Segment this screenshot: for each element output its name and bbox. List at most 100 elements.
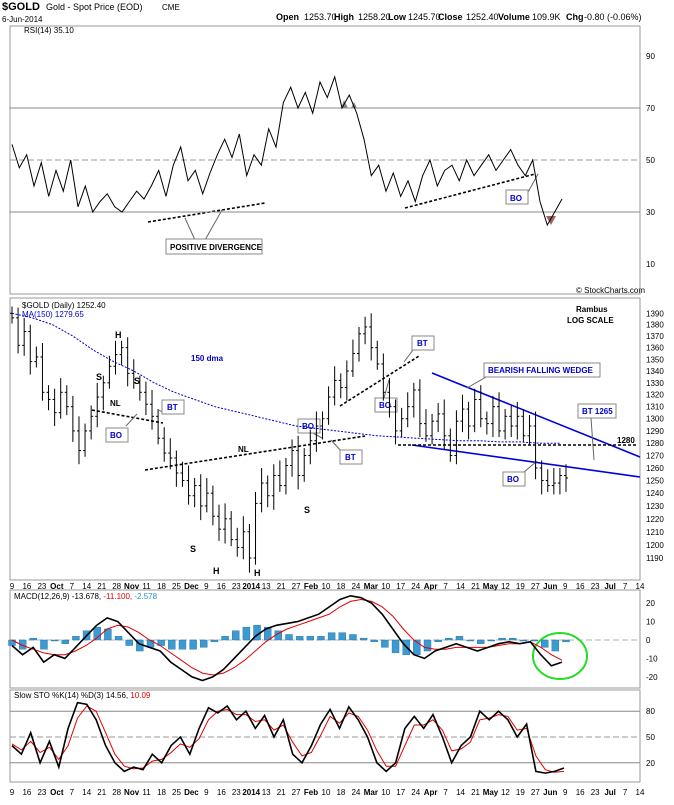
x-tick-label: 7 [70, 788, 75, 797]
divergence-label: POSITIVE DIVERGENCE [170, 243, 263, 252]
log-scale-label: LOG SCALE [567, 316, 614, 325]
price-tick-1230: 1230 [646, 502, 664, 511]
macd-histogram-bar [434, 639, 442, 643]
macd-histogram-bar [168, 639, 176, 650]
ohlc-high: 1258.20 [358, 12, 391, 22]
x-tick-label: 28 [112, 788, 121, 797]
macd-histogram-bar [551, 639, 560, 652]
rsi-bo-label: BO [510, 194, 522, 203]
price-tick-1370: 1370 [646, 332, 664, 341]
x-tick-label: 24 [351, 788, 360, 797]
ohlc-close: 1252.40 [466, 12, 499, 22]
callout-bo-3: BO [374, 379, 398, 413]
ohlc-open-label: Open [276, 12, 299, 22]
x-tick-label: 17 [396, 582, 405, 591]
macd-histogram-bar [93, 626, 101, 641]
x-tick-label: 23 [37, 582, 46, 591]
x-tick-label: 9 [10, 788, 15, 797]
price-tick-1200: 1200 [646, 541, 664, 550]
price-tick-1210: 1210 [646, 528, 664, 537]
x-tick-label: 16 [576, 582, 585, 591]
volume-value: 109.9K [532, 12, 561, 22]
price-tick-1250: 1250 [646, 477, 664, 486]
price-tick-1240: 1240 [646, 489, 664, 498]
rsi-tick-10: 10 [646, 260, 655, 269]
x-tick-label: 24 [411, 788, 420, 797]
bt-label-2: BT [345, 453, 356, 462]
macd-histogram-bar [210, 639, 219, 643]
divergence-pointer-1 [184, 209, 223, 241]
price-tick-1290: 1290 [646, 427, 664, 436]
macd-histogram-bar [18, 639, 27, 650]
macd-histogram-bar [285, 634, 293, 641]
x-tick-label: 14 [456, 582, 465, 591]
x-tick-label: 21 [277, 788, 286, 797]
x-tick-label: Feb [304, 582, 318, 591]
rsi-line [11, 75, 563, 227]
x-tick-label: 14 [456, 788, 465, 797]
x-tick-label: 2014 [242, 788, 260, 797]
macd-histogram-bar [40, 639, 48, 650]
instrument-name: Gold - Spot Price (EOD) [46, 2, 143, 12]
macd-histogram-bar [540, 639, 549, 648]
macd-histogram-bar [50, 639, 59, 642]
macd-histogram-bar [178, 639, 187, 650]
bt1265-pointer [590, 417, 595, 461]
macd-tick-0: 0 [646, 636, 651, 645]
macd-histogram-bar [381, 639, 389, 648]
price-tick-1220: 1220 [646, 515, 664, 524]
svg-text:Slow STO %K(14) %D(3) 14.56, 1: Slow STO %K(14) %D(3) 14.56, 10.09 [14, 691, 151, 700]
x-tick-label: 10 [381, 788, 390, 797]
macd-histogram-bar [306, 636, 315, 641]
ohlc-open: 1253.70 [304, 12, 337, 22]
x-tick-label: 14 [636, 582, 645, 591]
x-tick-label: May [483, 788, 499, 797]
x-tick-label: Dec [184, 582, 199, 591]
sto-tick-50: 50 [646, 733, 655, 742]
x-tick-label: May [483, 582, 499, 591]
main-neckline [144, 435, 366, 471]
bo-label-4: BO [507, 475, 519, 484]
macd-histogram-bar [221, 636, 229, 641]
wedge-box [483, 362, 601, 378]
price-tick-1380: 1380 [646, 321, 664, 330]
x-tick-label: Apr [424, 582, 438, 591]
macd-legend-name: MACD(12,26,9) [14, 592, 70, 601]
x-tick-label: 23 [232, 582, 241, 591]
rsi-tick-90: 90 [646, 52, 655, 61]
rsi-tick-50: 50 [646, 156, 655, 165]
x-tick-label: 9 [563, 788, 568, 797]
macd-histogram-bar [72, 636, 80, 641]
macd-legend: MACD(12,26,9) -13.678, -11.100, -2.578 [14, 592, 158, 601]
macd-histogram-bar [232, 630, 240, 641]
macd-histogram-bar [327, 632, 336, 641]
x-tick-label: 19 [516, 788, 525, 797]
x-tick-label: 7 [623, 788, 628, 797]
macd-histogram-bar [242, 626, 251, 641]
x-tick-label: 14 [82, 788, 91, 797]
x-tick-label: 25 [172, 582, 181, 591]
macd-histogram-bar [413, 639, 421, 655]
macd-histogram-bar [29, 637, 38, 641]
macd-tick-20: 20 [646, 599, 655, 608]
volume-label: Volume [498, 12, 530, 22]
x-tick-label: 12 [501, 788, 510, 797]
x-tick-label: 11 [142, 788, 151, 797]
x-tick-label: Dec [184, 788, 199, 797]
rambus-label: Rambus [576, 305, 608, 314]
x-tick-label: Jul [604, 582, 616, 591]
price-tick-1330: 1330 [646, 379, 664, 388]
macd-histogram-bar [189, 639, 197, 650]
x-tick-label: Apr [424, 788, 438, 797]
sto-legend: Slow STO %K(14) %D(3) 14.56, 10.09 [14, 691, 151, 700]
x-tick-label: 13 [262, 582, 271, 591]
callout-bo-4: BO [502, 460, 538, 487]
main-nl-label: NL [238, 445, 249, 454]
x-tick-label: 18 [336, 788, 345, 797]
x-tick-label: 27 [292, 788, 301, 797]
macd-histogram-bar [295, 636, 304, 641]
dma-label: 150 dma [191, 354, 224, 363]
bt-label-1: BT [167, 403, 178, 412]
x-tick-label: 27 [531, 788, 540, 797]
